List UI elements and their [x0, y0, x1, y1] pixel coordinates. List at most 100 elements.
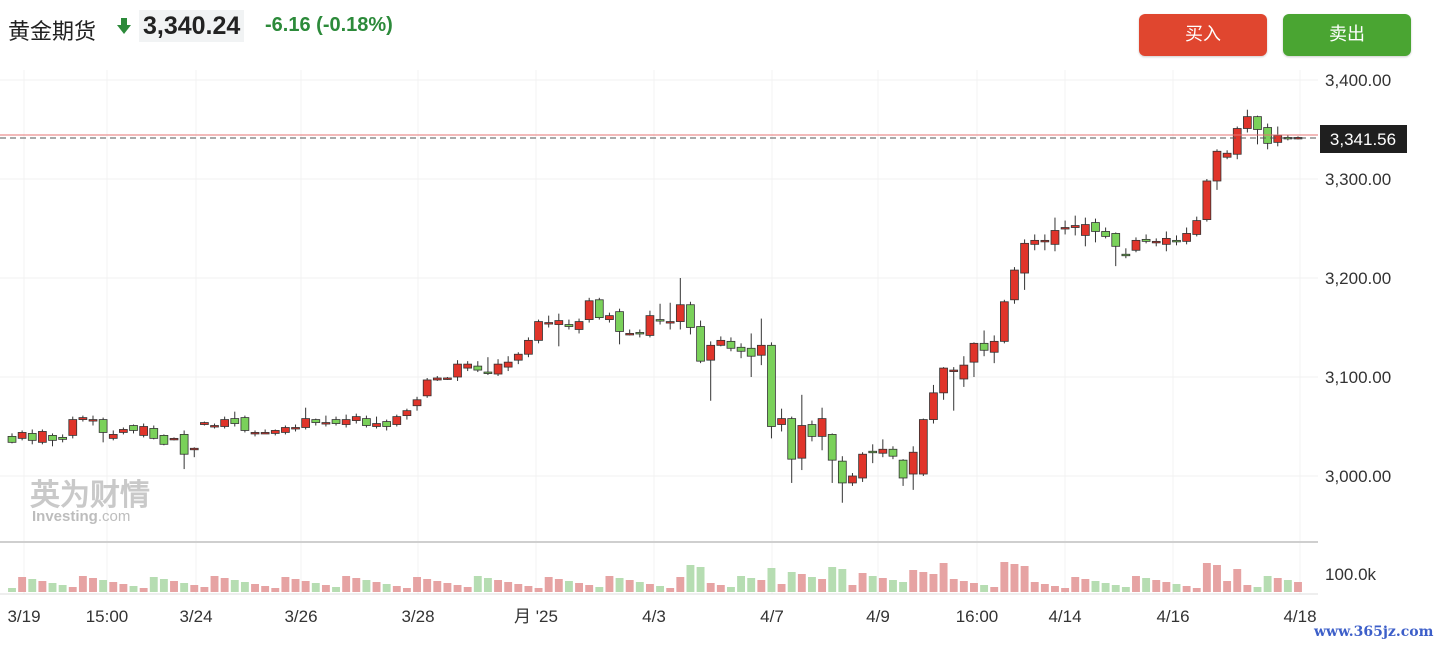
- volume-bar: [159, 579, 168, 592]
- volume-bar: [949, 579, 958, 592]
- volume-bar: [1182, 586, 1191, 592]
- buy-button[interactable]: 买入: [1139, 14, 1267, 56]
- volume-bar: [818, 579, 827, 592]
- volume-bar: [321, 585, 330, 592]
- volume-bar: [564, 581, 573, 592]
- candle-body: [1131, 239, 1141, 251]
- candle-body: [939, 367, 948, 394]
- candle-body: [129, 425, 138, 431]
- volume-bar: [1071, 577, 1080, 592]
- x-tick-label: 15:00: [86, 607, 129, 626]
- candle-body: [281, 427, 290, 433]
- candle-body: [564, 324, 574, 327]
- candle-body: [1232, 128, 1242, 155]
- volume-bar: [1202, 563, 1211, 592]
- volume-bar: [180, 583, 189, 592]
- volume-bar: [48, 583, 57, 592]
- volume-tick-label: 100.0k: [1325, 565, 1377, 584]
- candle-body: [311, 419, 321, 423]
- volume-bar: [605, 576, 614, 592]
- candle-body: [362, 418, 371, 426]
- volume-bar: [99, 580, 108, 592]
- x-tick-label: 月 '25: [514, 607, 558, 626]
- volume-bar: [281, 577, 290, 592]
- y-tick-label: 3,100.00: [1325, 368, 1391, 387]
- volume-bar: [402, 588, 411, 592]
- volume-bar: [1020, 566, 1029, 592]
- candle-body: [969, 342, 979, 363]
- volume-bar: [240, 582, 249, 592]
- volume-bar: [261, 586, 270, 592]
- candle-body: [392, 416, 402, 425]
- candle-body: [463, 363, 473, 369]
- volume-bar: [1273, 578, 1282, 592]
- candle-body: [220, 419, 229, 427]
- volume-bar: [868, 576, 877, 592]
- price-axis[interactable]: 3,400.00 3,300.00 3,200.00 3,100.00 3,000.00: [1325, 71, 1391, 486]
- volume-bar: [615, 578, 624, 592]
- current-price-tag: [1320, 125, 1407, 153]
- site-watermark: www.365jz.com: [1314, 624, 1434, 640]
- candle-body: [270, 430, 280, 434]
- volume-bar: [473, 576, 482, 592]
- volume-bar: [504, 582, 513, 592]
- candle-body: [949, 369, 959, 372]
- price-chart[interactable]: 英为财情 Investing.com 3,400.00 3,300.00 3,200…: [0, 60, 1434, 648]
- candle-body: [908, 451, 918, 475]
- volume-bar: [686, 565, 695, 592]
- candle-body: [402, 410, 412, 417]
- volume-bar: [170, 581, 178, 592]
- candle-body: [108, 434, 118, 439]
- candle-body: [1192, 220, 1202, 235]
- candle-body: [767, 344, 776, 427]
- volume-bar: [352, 578, 361, 592]
- candle-body: [817, 418, 827, 437]
- volume-bar: [848, 585, 857, 592]
- volume-bar: [372, 582, 381, 592]
- volume-bar: [666, 588, 675, 592]
- x-tick-label: 4/9: [866, 607, 890, 626]
- candle-body: [149, 428, 159, 439]
- volume-bar: [423, 579, 432, 592]
- candle-body: [351, 416, 361, 421]
- volume-bar: [1172, 584, 1181, 592]
- candle-body: [827, 434, 837, 461]
- volume-bar: [747, 578, 756, 592]
- volume-bar: [119, 584, 128, 592]
- volume-bar: [78, 576, 87, 592]
- candle-body: [1172, 239, 1181, 243]
- candle-body: [372, 423, 381, 427]
- candle-body: [686, 304, 695, 328]
- candle-body: [200, 422, 209, 425]
- price-change: -6.16 (-0.18%): [265, 14, 393, 37]
- candle-body: [291, 427, 300, 430]
- volume-bar: [149, 577, 158, 592]
- last-price: 3,340.24: [139, 10, 245, 42]
- time-axis[interactable]: 3/19 15:00 3/24 3/26 3/28 月 '25 4/3 4/7 4/9 16:00…: [7, 607, 1316, 626]
- volume-bar: [1000, 562, 1009, 592]
- volume-bar: [838, 569, 847, 592]
- candle-body: [625, 333, 635, 336]
- volume-bar: [68, 587, 77, 592]
- candle-body: [1081, 224, 1090, 236]
- volume-bar: [1294, 582, 1302, 592]
- volume-bar: [291, 579, 300, 592]
- change-percent: (-0.18%): [316, 14, 393, 36]
- volume-bar: [858, 573, 867, 592]
- candle-body: [645, 315, 655, 336]
- candle-body: [868, 450, 878, 454]
- sell-button[interactable]: 卖出: [1283, 14, 1411, 56]
- candle-body: [68, 419, 78, 436]
- investing-watermark: 英为财情 Investing.com: [30, 478, 150, 525]
- candle-body: [301, 418, 311, 428]
- volume-bar: [808, 577, 816, 592]
- candle-body: [250, 432, 260, 435]
- volume-bar: [1213, 565, 1221, 592]
- candle-body: [736, 346, 746, 352]
- candle-body: [655, 319, 665, 322]
- volume-bar: [311, 583, 320, 592]
- volume-bar: [899, 582, 908, 592]
- candle-body: [422, 379, 432, 397]
- candle-body: [878, 448, 888, 454]
- x-tick-label: 3/26: [284, 607, 317, 626]
